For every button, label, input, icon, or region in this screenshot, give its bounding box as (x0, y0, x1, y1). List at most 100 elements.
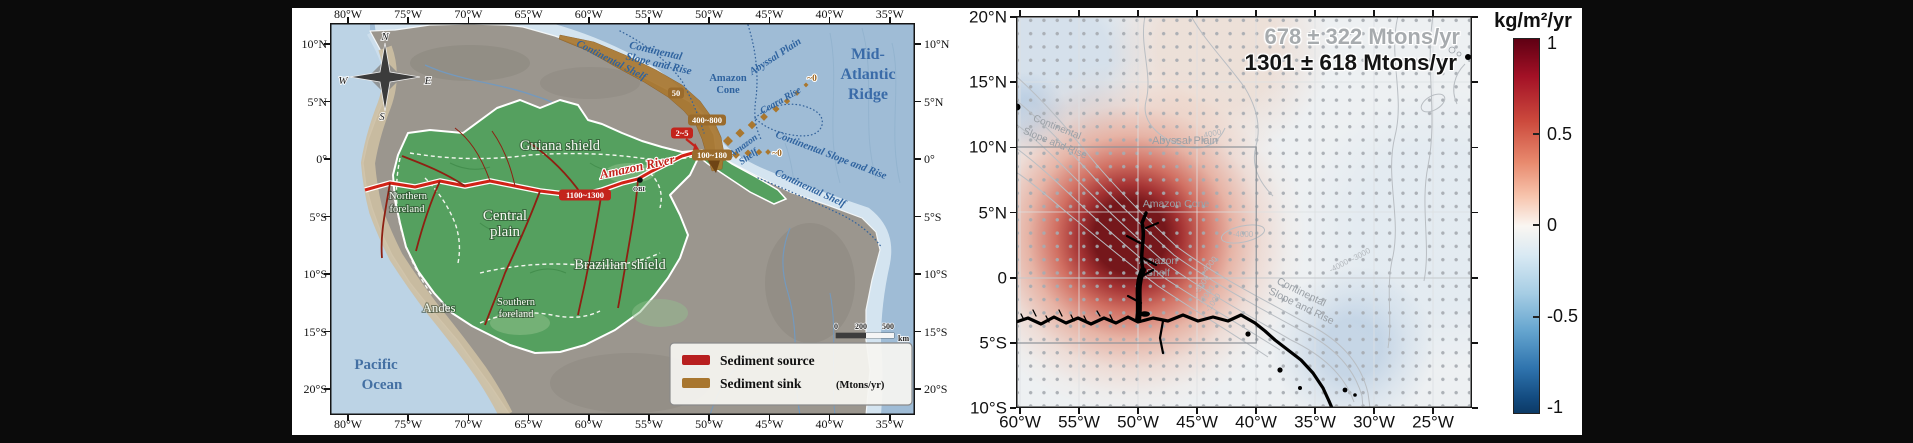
axis-tick (324, 158, 330, 160)
colorbar-tick-label: 0 (1547, 215, 1558, 235)
southern-foreland-label-1: Southern (497, 297, 536, 308)
right-map-lat-label: 20°N (969, 7, 1007, 27)
left-map-lon-label-top: 65°W (514, 7, 543, 21)
axis-tick (324, 273, 330, 275)
region-label-group: Abyssal Plain Amazon Cone Amazon Shelf C… (1021, 113, 1336, 327)
small-contour-rings (1448, 46, 1462, 57)
legend-source-swatch (682, 355, 710, 365)
left-map-panel: OBI Continental Shelf Continental Slope … (330, 23, 915, 415)
compass-n-label: N (380, 31, 389, 43)
right-map-panel: 4000 -4000 -4000 -3000 -2000 -1000 -3000… (1016, 16, 1472, 408)
scale-bar-0: 0 (834, 322, 838, 331)
left-map-lon-label-bottom: 40°W (815, 417, 844, 431)
axis-tick (1137, 10, 1139, 16)
left-map-lat-label-right: 0° (924, 152, 935, 166)
flux-total-gray: 678 ± 322 Mtons/yr (1264, 24, 1461, 49)
axis-tick (1078, 10, 1080, 16)
floodplain-source-arrowhead (693, 143, 700, 151)
flux-distal-sink-a: ~0 (807, 74, 817, 84)
left-map-lat-label-right: 5°N (924, 94, 944, 109)
axis-tick (915, 330, 921, 333)
axis-tick (648, 415, 650, 421)
left-map-lat-label-right: 20°S (924, 382, 948, 396)
axis-tick (1019, 408, 1021, 414)
contour-label-group: 4000 -4000 -4000 -3000 -2000 -1000 -3000… (1192, 127, 1372, 313)
axis-tick (889, 415, 891, 421)
contour-label-neg4000-loop: -4000 (1233, 230, 1254, 239)
axis-tick (347, 17, 349, 23)
flux-cone-sink: 400~800 (692, 115, 722, 125)
left-map-lat-label-left: 0° (316, 152, 327, 166)
left-map-lon-label-top: 45°W (755, 7, 784, 21)
right-map-lat-label: 0 (997, 268, 1007, 288)
pacific-ocean-label-2: Ocean (362, 377, 403, 393)
flux-floodplain-source: 2~5 (676, 128, 689, 138)
legend-unit-label: (Mtons/yr) (836, 380, 885, 391)
left-map-lat-label-left: 15°S (303, 324, 327, 339)
axis-tick (1019, 10, 1021, 16)
colorbar-tick-label: 0.5 (1547, 124, 1573, 144)
left-map-lon-label-bottom: 45°W (755, 417, 784, 431)
left-map-lon-label-top: 40°W (815, 7, 844, 21)
left-map-lat-label-right: 5°S (924, 209, 942, 224)
axis-tick (1373, 10, 1375, 16)
compass-s-label: S (379, 111, 385, 123)
coastline (1016, 211, 1334, 408)
axis-tick (1432, 408, 1434, 414)
contour-label-neg4000-se: -4000 (1328, 257, 1351, 275)
colorbar-tick-label: -1 (1547, 397, 1564, 417)
colorbar-tick-label: -0.5 (1547, 306, 1579, 326)
right-map-lat-label: 5°N (978, 203, 1007, 223)
axis-tick (347, 415, 349, 421)
colorbar-tick (1533, 316, 1539, 318)
axis-tick (407, 17, 409, 23)
central-plain-label-1: Central (483, 208, 527, 224)
axis-tick (708, 17, 710, 23)
central-plain-label-2: plain (490, 224, 520, 240)
colorbar-title: kg/m²/yr (1494, 10, 1572, 32)
axis-tick (407, 415, 409, 421)
legend-sink-label: Sediment sink (720, 376, 802, 391)
axis-tick (1472, 16, 1478, 18)
flux-distal-sink-b: ~0 (772, 149, 782, 159)
axis-tick (915, 273, 921, 275)
right-map-lat-label: 5°S (979, 333, 1007, 353)
axis-tick (467, 17, 470, 23)
left-map-lat-label-left: 10°N (301, 37, 327, 51)
scale-bar: 0 200 500 km (833, 321, 910, 343)
axis-tick (1472, 407, 1478, 409)
axis-tick (1472, 277, 1478, 279)
left-map-lon-label-bottom: 60°W (574, 417, 603, 431)
left-map-lon-label-top: 55°W (634, 7, 664, 21)
colorbar-tick (1533, 133, 1539, 135)
axis-tick (768, 17, 771, 23)
legend-sink-swatch (682, 378, 710, 388)
guiana-shield-label: Guiana shield (520, 138, 601, 154)
right-map-frame (1016, 16, 1472, 408)
axis-tick (1472, 81, 1478, 83)
axis-tick (1010, 146, 1016, 149)
right-map-lon-label: 40°W (1235, 412, 1277, 432)
axis-tick (915, 215, 921, 218)
axis-tick (1432, 10, 1434, 16)
contour-label-4000: 4000 (1203, 127, 1223, 140)
scale-bar-unit: km (898, 334, 909, 343)
axis-tick (648, 17, 650, 23)
left-map-art: OBI Continental Shelf Continental Slope … (330, 23, 915, 415)
axis-tick (1137, 408, 1139, 414)
axis-tick (768, 415, 771, 421)
right-map-lon-label: 50°W (1117, 412, 1159, 432)
continental-shelf-band (374, 23, 892, 415)
left-map-lat-label-left: 10°S (303, 267, 327, 281)
left-map-lon-label-bottom: 70°W (454, 417, 483, 431)
compass-w-label: W (338, 75, 348, 87)
left-map-lon-label-bottom: 50°W (695, 417, 724, 431)
left-map-lat-label-left: 5°S (309, 209, 327, 224)
axis-tick (588, 415, 590, 421)
left-map-lon-label-top: 35°W (875, 7, 904, 21)
colorbar-tick-label: 1 (1547, 33, 1558, 53)
axis-tick (1010, 81, 1016, 83)
axis-tick (467, 415, 470, 421)
colorbar (1513, 38, 1540, 414)
right-map-lat-label: 10°S (969, 398, 1007, 418)
